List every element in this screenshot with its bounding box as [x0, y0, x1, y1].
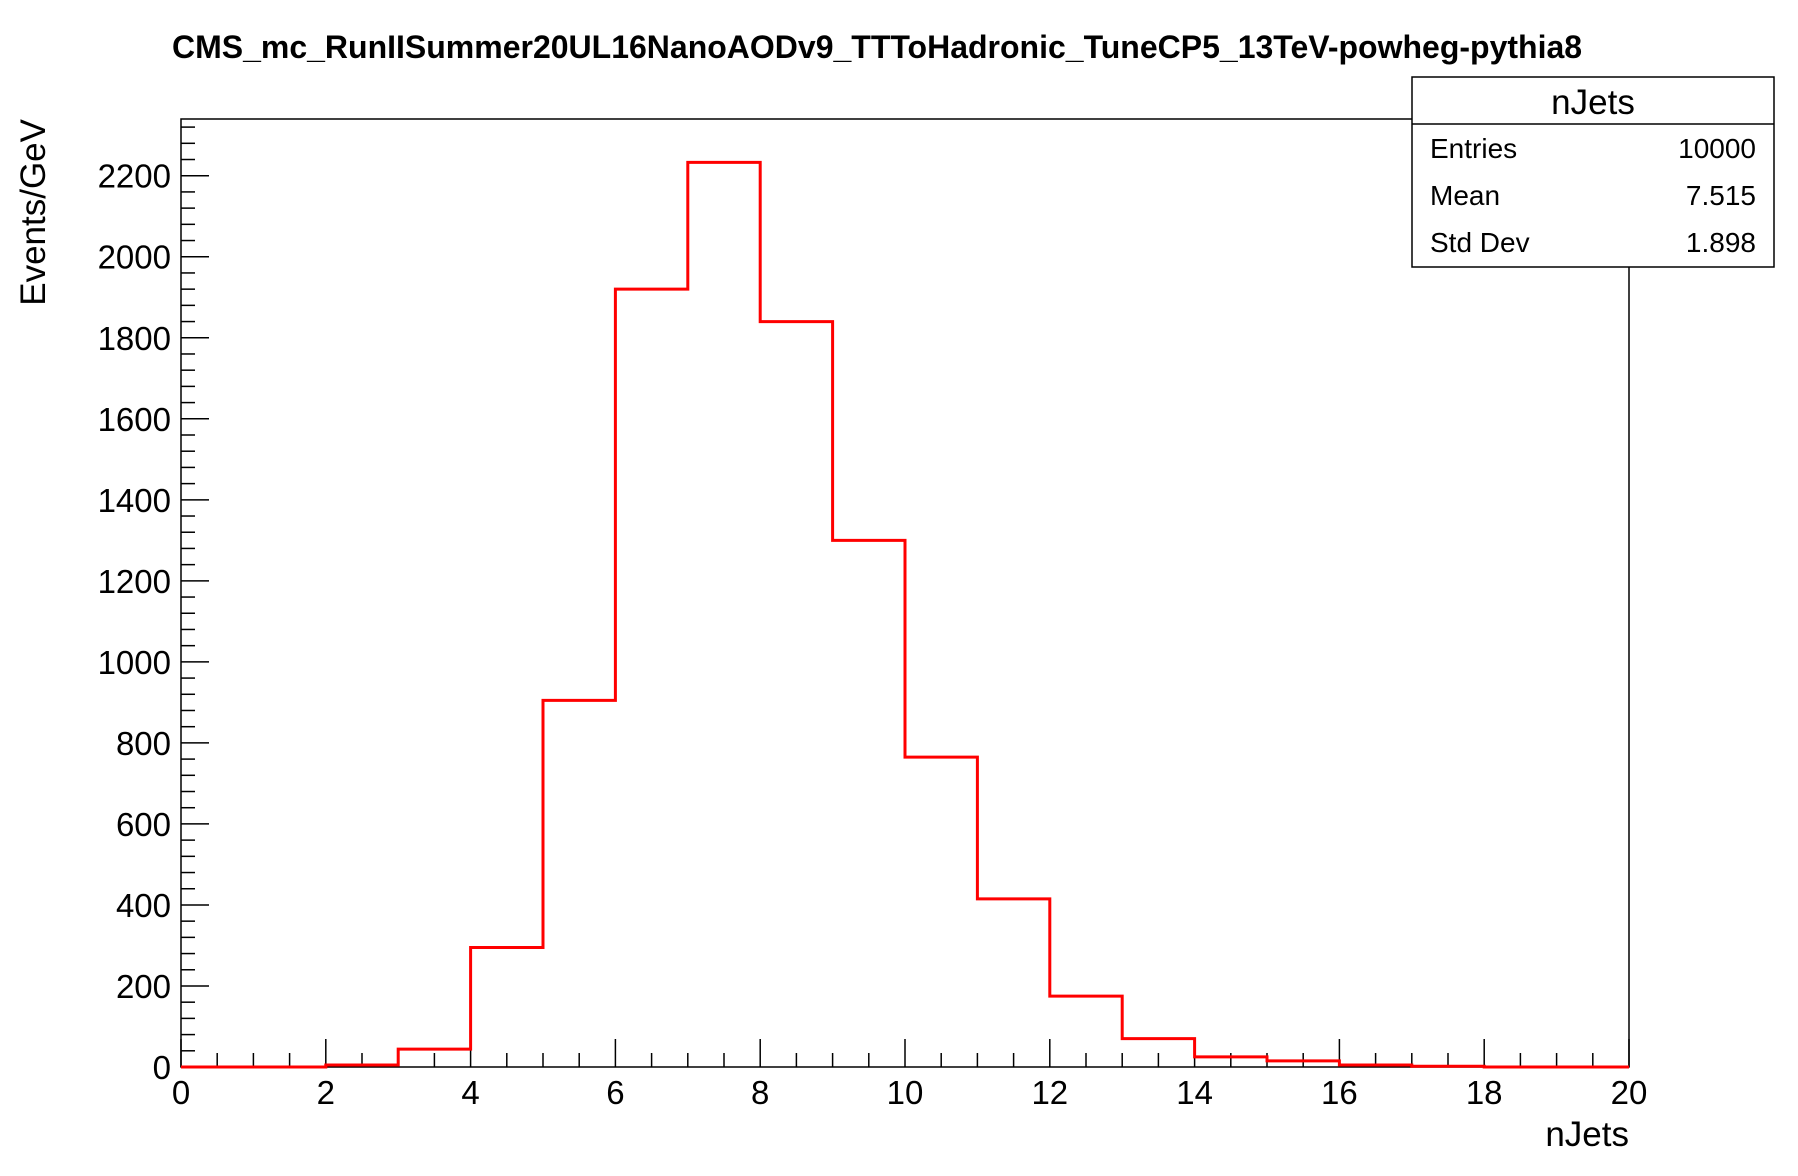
y-tick-label: 1200 [98, 563, 171, 600]
histogram-bin [977, 899, 1049, 1067]
histogram-bin [543, 700, 615, 1067]
x-tick-labels: 0 2 4 6 8 10 12 14 16 18 20 [172, 1074, 1648, 1111]
stats-mean-label: Mean [1430, 180, 1500, 211]
stats-entries-value: 10000 [1678, 133, 1756, 164]
y-tick-label: 1400 [98, 482, 171, 519]
histogram-bin [398, 1049, 470, 1067]
y-tick-label: 2200 [98, 158, 171, 195]
x-tick-label: 2 [317, 1074, 335, 1111]
y-tick-label: 600 [116, 806, 171, 843]
x-tick-label: 16 [1321, 1074, 1358, 1111]
x-tick-label: 18 [1466, 1074, 1503, 1111]
y-tick-labels: 0 200 400 600 800 1000 1200 1400 1600 1800 2000 220… [98, 158, 171, 1086]
histogram-bin [1050, 996, 1122, 1067]
y-tick-label: 200 [116, 968, 171, 1005]
histogram-bin [833, 540, 905, 1067]
histogram-bin [688, 162, 760, 1067]
stats-mean-value: 7.515 [1686, 180, 1756, 211]
histogram-bin [1339, 1065, 1411, 1067]
x-tick-label: 14 [1176, 1074, 1213, 1111]
axis-ticks [180, 126, 1630, 1068]
histogram-bin [1195, 1057, 1267, 1067]
x-tick-label: 6 [606, 1074, 624, 1111]
stats-stddev-value: 1.898 [1686, 227, 1756, 258]
histogram-bin [1412, 1066, 1484, 1067]
y-tick-label: 0 [153, 1049, 171, 1086]
histogram-bin [471, 947, 543, 1067]
stats-box-frame [1411, 76, 1775, 268]
x-tick-label: 8 [751, 1074, 769, 1111]
y-tick-label: 1600 [98, 401, 171, 438]
histogram-bin [1267, 1061, 1339, 1067]
stats-box: nJets Entries 10000 Mean 7.515 Std Dev 1… [1411, 76, 1775, 268]
y-tick-label: 400 [116, 887, 171, 924]
y-tick-label: 1000 [98, 644, 171, 681]
histogram-bin [905, 757, 977, 1067]
histogram-bin [1122, 1039, 1194, 1067]
stats-entries-label: Entries [1430, 133, 1517, 164]
stats-stddev-label: Std Dev [1430, 227, 1530, 258]
y-axis-label: Events/GeV [14, 118, 53, 305]
x-tick-label: 20 [1611, 1074, 1648, 1111]
histogram-bin [615, 289, 687, 1067]
stats-box-title: nJets [1551, 83, 1635, 122]
x-tick-label: 0 [172, 1074, 190, 1111]
x-tick-label: 4 [461, 1074, 479, 1111]
x-tick-label: 12 [1031, 1074, 1068, 1111]
y-tick-label: 1800 [98, 320, 171, 357]
y-tick-label: 800 [116, 725, 171, 762]
histogram-line [181, 160, 1629, 1069]
histogram-bin [760, 322, 832, 1067]
y-tick-label: 2000 [98, 239, 171, 276]
x-tick-label: 10 [887, 1074, 924, 1111]
histogram-bin [326, 1065, 398, 1067]
x-axis-label: nJets [1545, 1115, 1629, 1154]
chart-title: CMS_mc_RunIISummer20UL16NanoAODv9_TTToHa… [172, 29, 1582, 65]
